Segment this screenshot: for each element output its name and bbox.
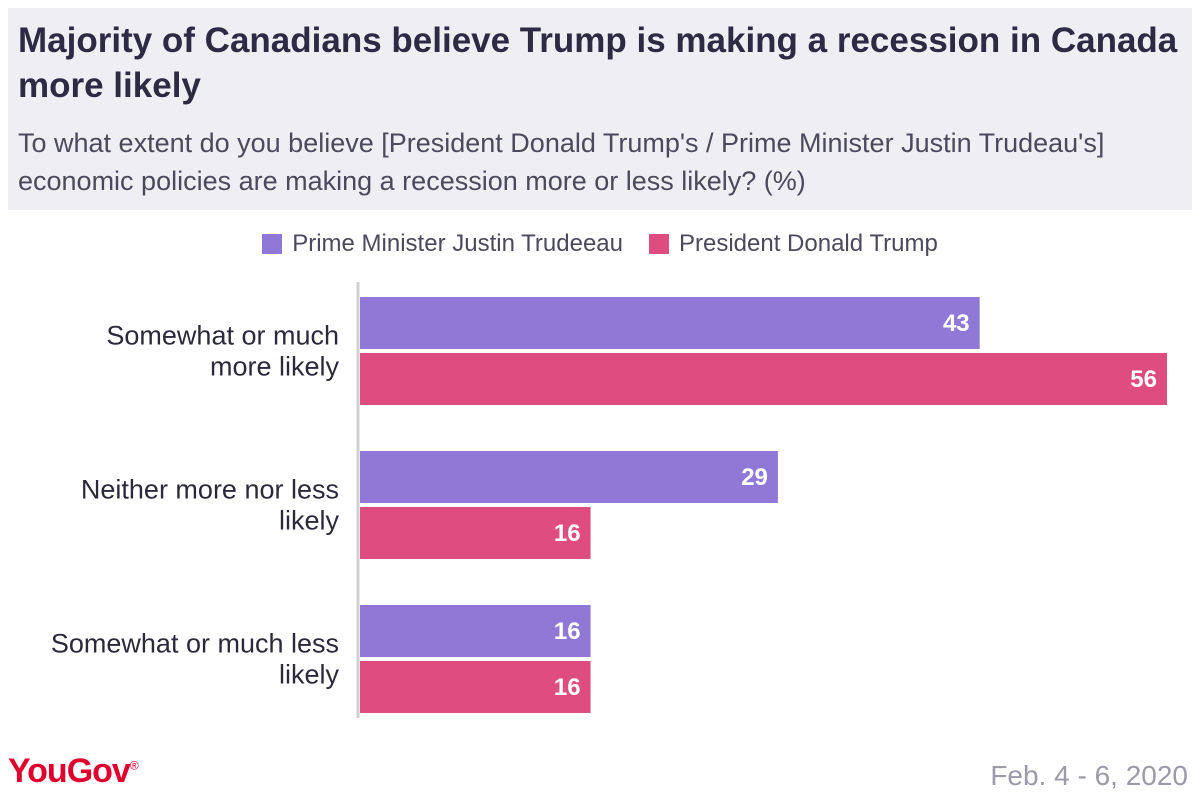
bar-value-label: 29 xyxy=(741,464,768,491)
category-label: Neither more nor less xyxy=(81,475,339,505)
bar-value-label: 16 xyxy=(554,618,581,645)
category-label: Somewhat or much less xyxy=(51,629,339,659)
category-label: likely xyxy=(279,506,340,536)
bar xyxy=(360,605,591,657)
legend-swatch-trudeau xyxy=(262,234,283,254)
legend-label-trump: President Donald Trump xyxy=(679,230,938,257)
yougov-logo: YouGov® xyxy=(8,752,139,790)
category-label: more likely xyxy=(210,352,340,382)
bar xyxy=(360,507,591,559)
legend-item-trump: President Donald Trump xyxy=(649,230,938,258)
bar-value-label: 16 xyxy=(554,674,581,701)
bar-value-label: 16 xyxy=(554,520,581,547)
bar xyxy=(360,661,591,713)
bar xyxy=(360,297,980,349)
bar xyxy=(360,451,778,503)
legend: Prime Minister Justin Trudeeau President… xyxy=(0,228,1200,260)
chart-header: Majority of Canadians believe Trump is m… xyxy=(8,8,1192,210)
legend-item-trudeau: Prime Minister Justin Trudeeau xyxy=(262,230,623,258)
legend-label-trudeau: Prime Minister Justin Trudeeau xyxy=(292,230,623,257)
legend-swatch-trump xyxy=(649,234,669,254)
bar xyxy=(360,353,1167,405)
bar-value-label: 43 xyxy=(943,310,970,337)
chart-subtitle: To what extent do you believe [President… xyxy=(18,128,1105,196)
bar-value-label: 56 xyxy=(1130,366,1157,393)
chart-title: Majority of Canadians believe Trump is m… xyxy=(18,21,1178,105)
category-label: likely xyxy=(279,660,340,690)
category-label: Somewhat or much xyxy=(106,321,339,351)
survey-date: Feb. 4 - 6, 2020 xyxy=(990,760,1188,791)
